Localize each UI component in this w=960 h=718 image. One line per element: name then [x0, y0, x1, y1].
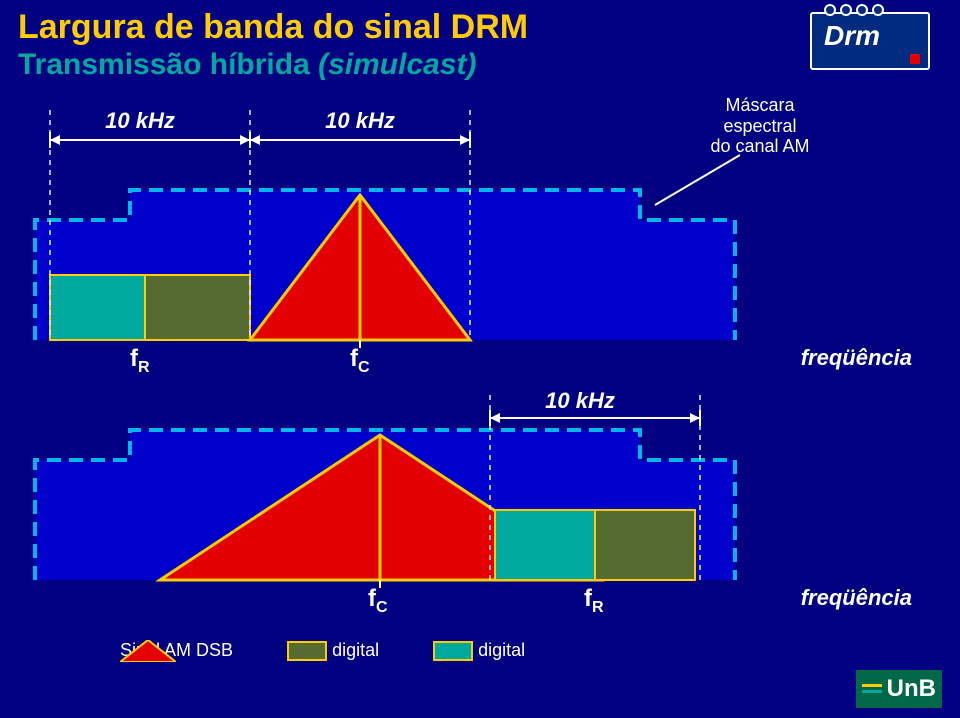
legend-item-digital-1: Sinal digital [287, 640, 379, 661]
drm-block-b1 [495, 510, 595, 580]
legend-rect-icon [433, 641, 473, 661]
drm-block-b2 [595, 510, 695, 580]
axis-freq-b: freqüência [801, 585, 912, 611]
legend-item-am: Sinal AM DSB [120, 640, 233, 661]
legend-item-digital-2: Sinal digital [433, 640, 525, 661]
legend-rect-icon [287, 641, 327, 661]
axis-fr-b: fR [584, 585, 604, 617]
legend: Sinal AM DSB Sinal digital Sinal digital [120, 640, 525, 661]
width-label-b: 10 kHz [520, 388, 640, 414]
legend-triangle-icon [120, 640, 176, 662]
unb-logo: UnB [856, 670, 942, 708]
axis-fc-b: fC [368, 585, 388, 617]
